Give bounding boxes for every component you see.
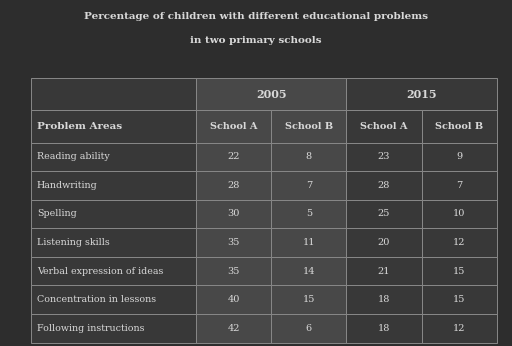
Text: 35: 35: [227, 238, 240, 247]
Bar: [31, 110, 196, 143]
Text: Concentration in lessons: Concentration in lessons: [37, 295, 156, 304]
Text: 7: 7: [456, 181, 462, 190]
Bar: [271, 257, 347, 285]
Text: 12: 12: [453, 238, 465, 247]
Text: Following instructions: Following instructions: [37, 324, 144, 333]
Text: 15: 15: [453, 295, 465, 304]
Bar: [196, 257, 271, 285]
Text: 15: 15: [303, 295, 315, 304]
Bar: [421, 200, 497, 228]
Text: in two primary schools: in two primary schools: [190, 36, 322, 45]
Text: Handwriting: Handwriting: [37, 181, 98, 190]
Text: School B: School B: [285, 122, 333, 131]
Bar: [347, 143, 421, 171]
Text: 10: 10: [453, 209, 465, 218]
Bar: [196, 314, 271, 343]
Text: 42: 42: [227, 324, 240, 333]
Bar: [271, 200, 347, 228]
Bar: [31, 314, 196, 343]
Bar: [31, 285, 196, 314]
Text: School A: School A: [210, 122, 258, 131]
Bar: [31, 171, 196, 200]
Bar: [347, 78, 497, 110]
Bar: [421, 285, 497, 314]
Bar: [271, 285, 347, 314]
Bar: [196, 78, 347, 110]
Text: 18: 18: [378, 295, 390, 304]
Text: 15: 15: [453, 267, 465, 276]
Bar: [421, 143, 497, 171]
Text: 21: 21: [378, 267, 390, 276]
Text: 20: 20: [378, 238, 390, 247]
Bar: [347, 285, 421, 314]
Text: Problem Areas: Problem Areas: [37, 122, 122, 131]
Bar: [31, 143, 196, 171]
Text: Spelling: Spelling: [37, 209, 77, 218]
Bar: [196, 110, 271, 143]
Text: 28: 28: [227, 181, 240, 190]
Bar: [421, 110, 497, 143]
Bar: [196, 143, 271, 171]
Bar: [421, 171, 497, 200]
Bar: [196, 228, 271, 257]
Text: 7: 7: [306, 181, 312, 190]
Text: 2005: 2005: [256, 89, 287, 100]
Bar: [347, 171, 421, 200]
Bar: [271, 110, 347, 143]
Bar: [271, 228, 347, 257]
Bar: [347, 200, 421, 228]
Text: School A: School A: [360, 122, 408, 131]
Bar: [347, 228, 421, 257]
Bar: [347, 314, 421, 343]
Bar: [421, 314, 497, 343]
Bar: [421, 257, 497, 285]
Text: 6: 6: [306, 324, 312, 333]
Text: School B: School B: [435, 122, 483, 131]
Text: 5: 5: [306, 209, 312, 218]
Text: 25: 25: [378, 209, 390, 218]
Bar: [31, 200, 196, 228]
Text: 2015: 2015: [406, 89, 437, 100]
Text: 23: 23: [378, 152, 390, 161]
Text: 22: 22: [227, 152, 240, 161]
Bar: [271, 171, 347, 200]
Text: 14: 14: [303, 267, 315, 276]
Text: 8: 8: [306, 152, 312, 161]
Bar: [196, 171, 271, 200]
Bar: [271, 143, 347, 171]
Text: 9: 9: [456, 152, 462, 161]
Text: 40: 40: [227, 295, 240, 304]
Bar: [196, 200, 271, 228]
Text: 35: 35: [227, 267, 240, 276]
Bar: [31, 228, 196, 257]
Bar: [347, 110, 421, 143]
Bar: [31, 257, 196, 285]
Text: Reading ability: Reading ability: [37, 152, 110, 161]
Text: 12: 12: [453, 324, 465, 333]
Bar: [31, 78, 196, 110]
Text: Listening skills: Listening skills: [37, 238, 110, 247]
Text: Percentage of children with different educational problems: Percentage of children with different ed…: [84, 12, 428, 21]
Text: 30: 30: [227, 209, 240, 218]
Text: Verbal expression of ideas: Verbal expression of ideas: [37, 267, 163, 276]
Bar: [347, 257, 421, 285]
Bar: [271, 314, 347, 343]
Text: 11: 11: [303, 238, 315, 247]
Bar: [196, 285, 271, 314]
Text: 28: 28: [378, 181, 390, 190]
Text: 18: 18: [378, 324, 390, 333]
Bar: [421, 228, 497, 257]
